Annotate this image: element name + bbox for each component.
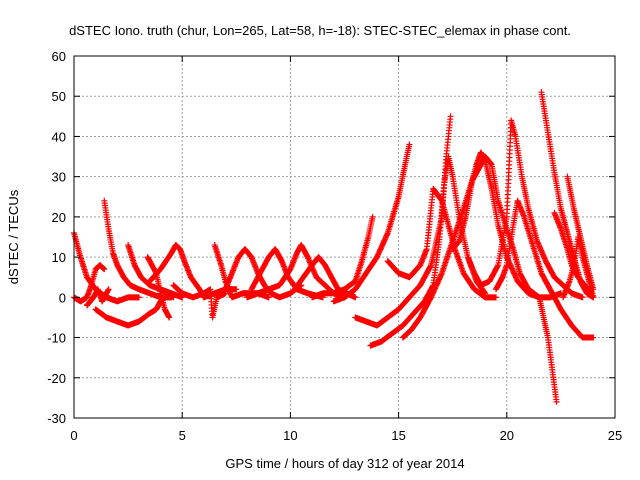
y-tick-label: 20 (52, 210, 66, 225)
x-tick-label: 20 (500, 428, 514, 443)
data-point (590, 294, 597, 301)
data-point (406, 141, 413, 148)
data-point (447, 113, 454, 120)
data-segment (125, 242, 186, 301)
data-segment (352, 113, 454, 329)
data-point (135, 294, 142, 301)
data-point (105, 286, 112, 293)
data-point (590, 286, 597, 293)
x-tick-label: 15 (391, 428, 405, 443)
y-tick-label: 50 (52, 89, 66, 104)
data-point (352, 294, 359, 301)
data-segment (170, 282, 229, 321)
data-point (233, 286, 240, 293)
data-segment (564, 173, 597, 293)
data-point (492, 294, 499, 301)
axis-ticks: -30 -20 -10 0 10 20 30 40 50 60 0 5 10 15 20 25 (47, 49, 622, 443)
data-point (590, 334, 597, 341)
y-axis-label: dSTEC / TECUs (6, 189, 21, 284)
x-tick-label: 25 (608, 428, 622, 443)
y-tick-label: 10 (52, 250, 66, 265)
x-tick-label: 10 (283, 428, 297, 443)
data-segment (309, 213, 376, 301)
data-segment (464, 117, 586, 301)
x-tick-label: 0 (70, 428, 77, 443)
data-point (553, 398, 560, 405)
y-tick-label: 40 (52, 129, 66, 144)
y-tick-label: -20 (47, 371, 66, 386)
data-point (579, 294, 586, 301)
x-tick-label: 5 (179, 428, 186, 443)
y-tick-label: -30 (47, 411, 66, 426)
data-segment (536, 294, 560, 405)
data-segment (330, 141, 413, 305)
data-point (265, 294, 272, 301)
data-segment (248, 246, 326, 301)
data-point (166, 314, 173, 321)
data-segment (71, 262, 108, 305)
data-point (427, 263, 434, 270)
data-segment (492, 197, 597, 341)
data-points (71, 89, 597, 405)
y-tick-label: 60 (52, 49, 66, 64)
plot-frame (73, 55, 616, 419)
data-segment (144, 254, 173, 321)
y-tick-label: 0 (59, 290, 66, 305)
data-segment (83, 286, 112, 309)
y-tick-label: 30 (52, 170, 66, 185)
data-segment (384, 185, 499, 301)
data-segment (222, 246, 305, 301)
data-point (101, 266, 108, 273)
x-axis-label: GPS time / hours of day 312 of year 2014 (225, 456, 464, 471)
data-segment (101, 197, 175, 301)
data-point (369, 213, 376, 220)
data-point (494, 263, 501, 270)
y-tick-label: -10 (47, 331, 66, 346)
data-segment (244, 242, 348, 301)
chart-title: dSTEC Iono. truth (chur, Lon=265, Lat=58… (69, 23, 571, 38)
